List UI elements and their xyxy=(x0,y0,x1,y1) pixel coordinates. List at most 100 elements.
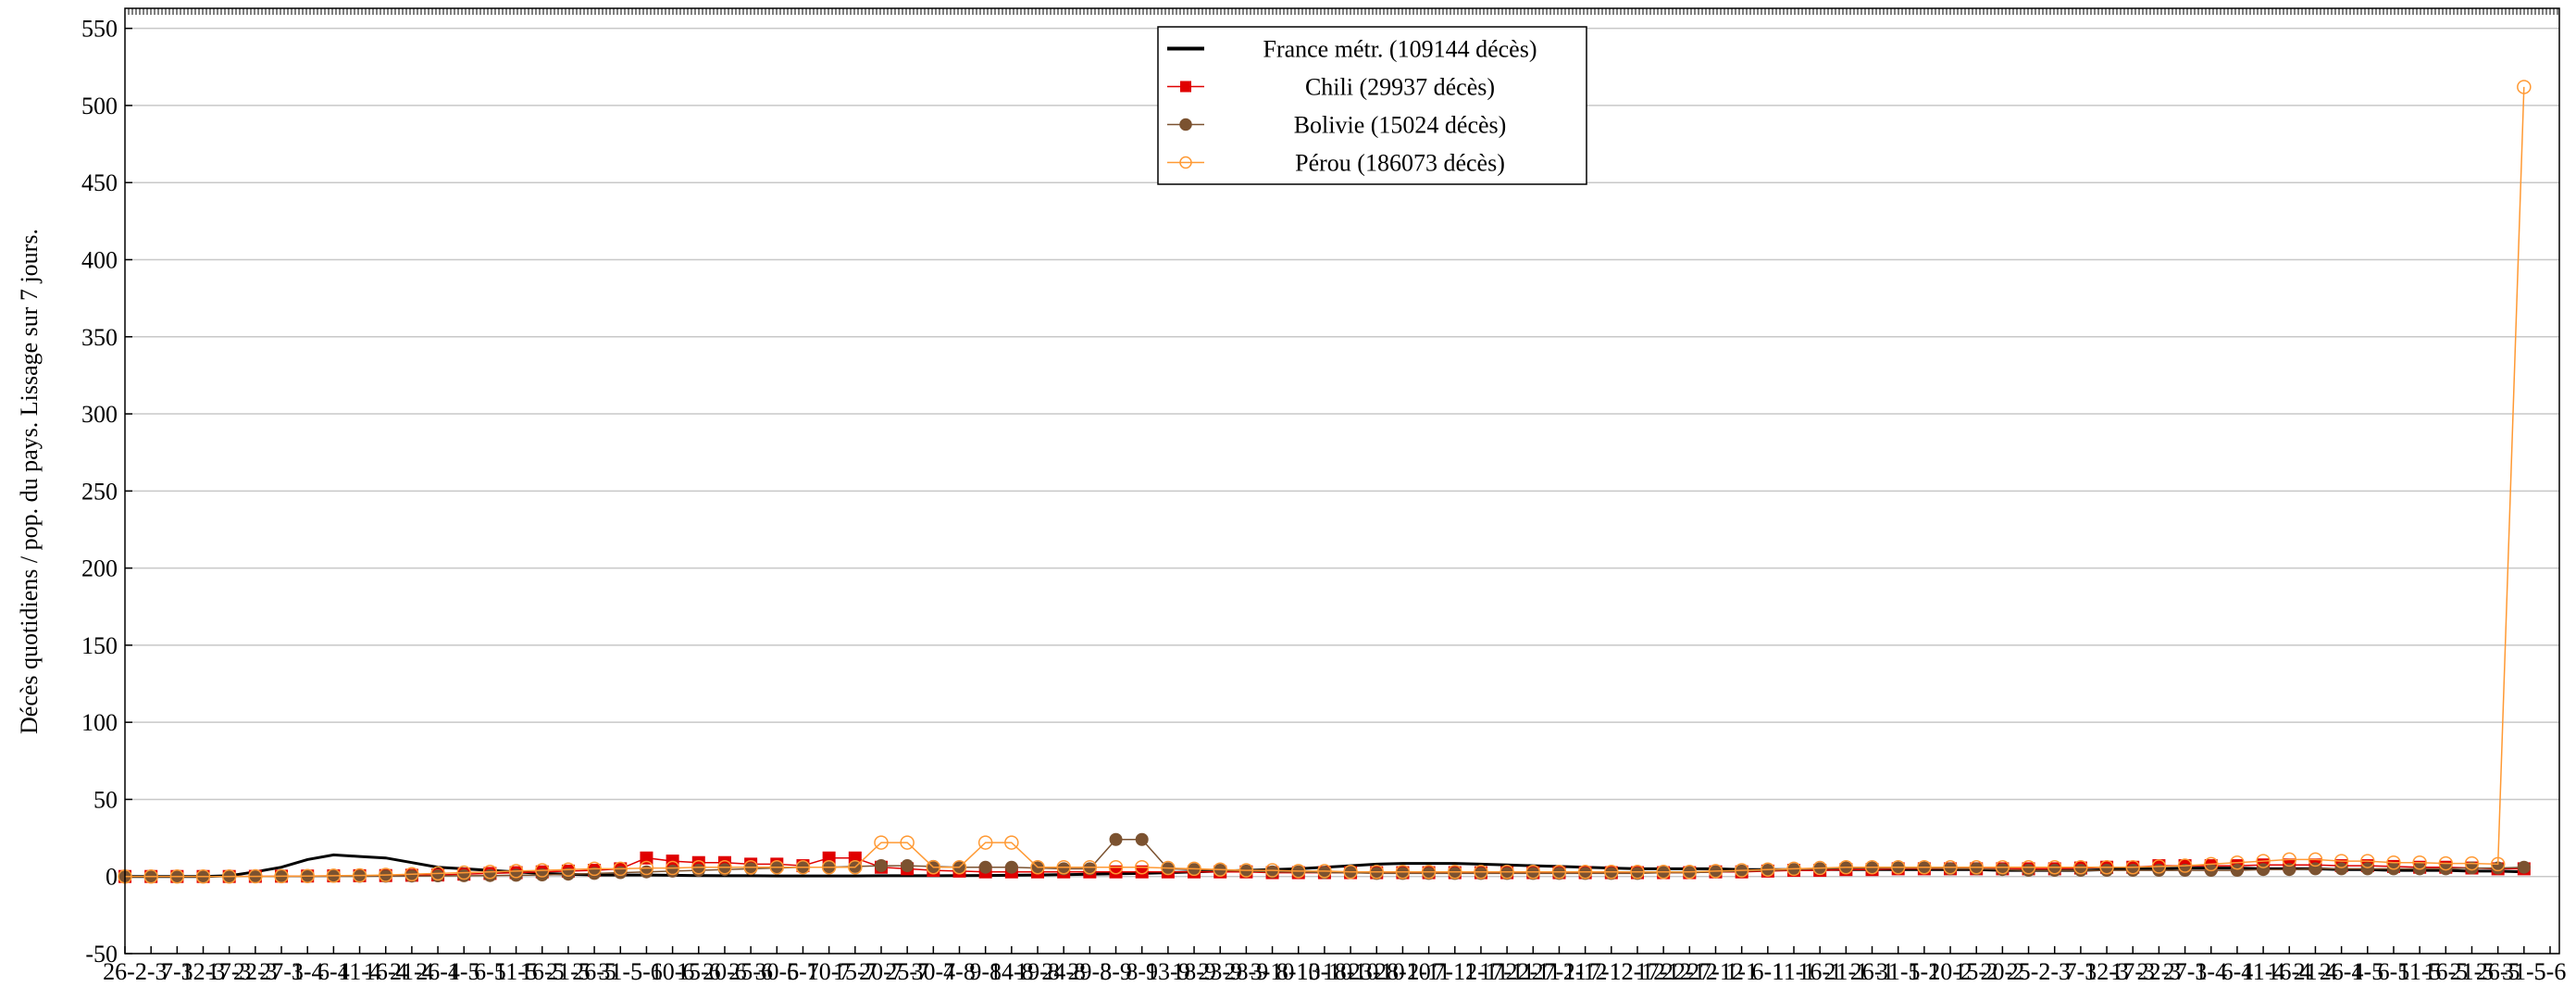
marker xyxy=(1213,864,1227,878)
marker xyxy=(1551,864,1567,880)
marker xyxy=(2283,863,2296,877)
marker xyxy=(1109,832,1123,846)
marker xyxy=(1812,860,1827,876)
x-tick-label: 25-7 xyxy=(885,958,929,985)
marker xyxy=(2386,855,2401,870)
marker xyxy=(874,859,888,873)
marker xyxy=(379,869,392,883)
marker xyxy=(901,859,915,873)
marker xyxy=(665,860,680,876)
series xyxy=(118,80,2532,884)
marker xyxy=(1109,865,1123,879)
x-tick-label: 11-1 xyxy=(1773,958,1816,985)
marker xyxy=(2282,852,2297,867)
marker xyxy=(1317,864,1332,879)
x-tick-label: 29-8 xyxy=(1068,958,1113,985)
marker xyxy=(2517,860,2531,874)
x-tick-label: 7-3 xyxy=(161,958,193,985)
x-tick-label: 21-5 xyxy=(546,958,591,985)
x-tick-label: 1-5 xyxy=(2351,958,2383,985)
x-tick-label: 23-10 xyxy=(1349,958,1405,985)
marker xyxy=(587,861,602,877)
marker xyxy=(300,868,315,883)
marker xyxy=(1317,866,1331,880)
x-tick-label: 6-4 xyxy=(317,958,350,985)
marker xyxy=(2465,861,2479,875)
x-tick-label: 31-1 xyxy=(1876,958,1921,985)
marker xyxy=(248,868,263,884)
legend: France métr. (109144 décès) Chili (29937 … xyxy=(1157,26,1587,185)
marker xyxy=(1604,864,1619,880)
x-tick-label: 10-6 xyxy=(651,958,695,985)
x-tick-label: 21-4 xyxy=(2294,958,2338,985)
marker xyxy=(743,859,758,875)
x-tick-label: 23-9 xyxy=(1198,958,1242,985)
marker xyxy=(1526,867,1540,880)
x-tick-label: 17-3 xyxy=(207,958,252,985)
marker xyxy=(795,859,811,875)
x-tick-label: 13-10 xyxy=(1297,958,1353,985)
x-tick-label: 15-6 xyxy=(677,958,721,985)
x-tick-label: 3-10 xyxy=(1251,958,1295,985)
marker xyxy=(2073,864,2087,878)
marker xyxy=(2360,862,2374,876)
x-tick-label: 22-12 xyxy=(1661,958,1718,985)
marker xyxy=(1213,862,1227,877)
x-tick-label: 3-9 xyxy=(1100,958,1132,985)
x-tick-label: 18-10 xyxy=(1323,958,1379,985)
x-tick-label: 8-10 xyxy=(1276,958,1321,985)
x-tick-label: 11-5 xyxy=(494,958,538,985)
marker xyxy=(1709,865,1723,879)
marker xyxy=(509,868,523,882)
x-tick-label: 16-4 xyxy=(364,958,408,985)
marker xyxy=(1134,859,1150,875)
legend-marker xyxy=(1179,118,1192,131)
marker xyxy=(1500,867,1514,880)
marker xyxy=(926,859,941,875)
x-tick-label: 1-4 xyxy=(292,958,324,985)
marker xyxy=(1161,860,1176,876)
marker xyxy=(2204,856,2219,872)
x-tick-label: 6-5 xyxy=(474,958,506,985)
marker xyxy=(588,867,602,880)
x-tick-label: 15-7 xyxy=(833,958,877,985)
marker xyxy=(457,868,471,882)
x-tick-label: 16-5 xyxy=(2423,958,2468,985)
legend-box xyxy=(1157,26,1587,185)
legend-label: Bolivie (15024 décès) xyxy=(1294,112,1507,139)
x-tick-label: 20-6 xyxy=(703,958,747,985)
x-tick-label: 5-7 xyxy=(787,958,819,985)
marker xyxy=(2099,859,2114,875)
marker xyxy=(1056,859,1071,875)
y-tick-label: 50 xyxy=(93,786,118,813)
marker xyxy=(561,862,576,877)
marker xyxy=(978,860,992,874)
marker xyxy=(1577,864,1593,880)
marker xyxy=(2073,859,2088,875)
x-tick-label: 15-2 xyxy=(1954,958,1998,985)
x-tick-label: 28-10 xyxy=(1375,958,1431,985)
x-tick-label: 7-3 xyxy=(2065,958,2097,985)
marker xyxy=(2490,856,2506,872)
x-tick-label: 1-5 xyxy=(448,958,480,985)
marker xyxy=(1917,859,1932,875)
marker xyxy=(535,863,550,878)
x-tick-label: 22-3 xyxy=(233,958,278,985)
marker xyxy=(640,851,653,865)
marker xyxy=(274,868,289,884)
marker xyxy=(2333,854,2349,868)
marker xyxy=(1813,862,1827,876)
marker xyxy=(195,868,211,884)
marker xyxy=(1891,861,1905,875)
x-tick-label: 31-5 xyxy=(598,958,642,985)
marker xyxy=(1030,859,1045,875)
x-tick-label: 2-12 xyxy=(1563,958,1608,985)
x-tick-label: 27-3 xyxy=(2163,958,2208,985)
marker xyxy=(2438,855,2454,871)
x-tick-label: 26-2 xyxy=(103,958,147,985)
x-tick-label: 27-3 xyxy=(259,958,304,985)
x-tick-label: 4-8 xyxy=(943,958,976,985)
x-tick-label: 27-11 xyxy=(1532,958,1587,985)
marker xyxy=(1369,864,1385,880)
marker xyxy=(326,868,342,883)
